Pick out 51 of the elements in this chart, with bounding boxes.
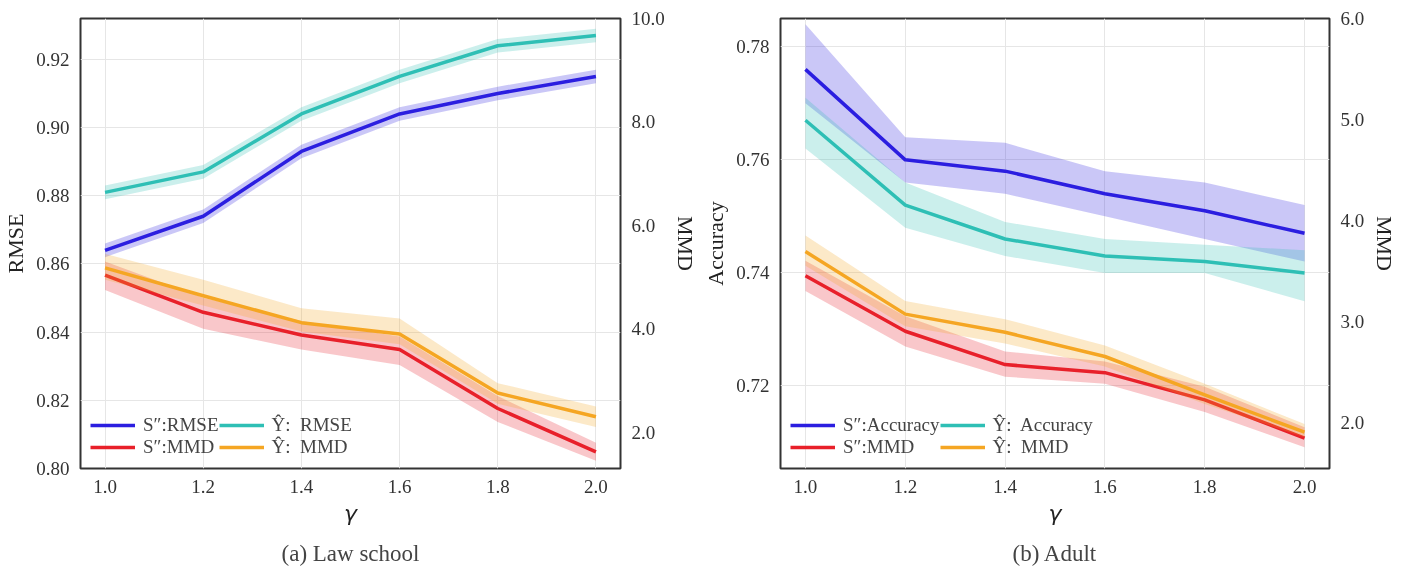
y2-tick-label: 6.0 (631, 214, 656, 236)
x-tick-label: 1.2 (893, 475, 918, 497)
y2-tick-label: 2.0 (631, 421, 656, 443)
x-tick-label: 1.8 (1192, 475, 1217, 497)
y-axis-title: RMSE (3, 213, 29, 274)
y2-tick-label: 4.0 (1340, 209, 1365, 231)
x-tick-label: 1.4 (289, 475, 314, 497)
line-series (803, 118, 1307, 275)
x-axis-title: γ (1048, 500, 1063, 526)
x-tick-label: 1.2 (191, 475, 216, 497)
x-tick-label: 1.6 (387, 475, 412, 497)
y2-tick-label: 3.0 (1340, 310, 1365, 332)
legend-label: Ŷ: Accuracy (992, 414, 1093, 436)
legend-label: S″:MMD (843, 436, 915, 458)
x-tick-label: 1.0 (793, 475, 818, 497)
y-tick-label: 0.90 (36, 117, 70, 139)
legend-label: Ŷ: MMD (271, 436, 348, 458)
legend-label: S″:Accuracy (843, 414, 940, 436)
y-tick-label: 0.80 (36, 458, 70, 479)
legend-label: Ŷ: RMSE (271, 414, 352, 436)
y-tick-label: 0.76 (736, 149, 770, 171)
y-tick-label: 0.78 (736, 36, 770, 58)
y-tick-label: 0.74 (736, 262, 770, 284)
y2-tick-label: 6.0 (1340, 8, 1365, 29)
y-tick-label: 0.82 (36, 389, 70, 411)
y-axis-title: Accuracy (703, 201, 729, 286)
y2-tick-label: 2.0 (1340, 411, 1365, 433)
y2-tick-label: 4.0 (631, 318, 656, 340)
y2-axis-title: MMD (672, 215, 698, 272)
y-tick-label: 0.92 (36, 48, 70, 70)
y2-tick-label: 10.0 (631, 8, 665, 29)
y-tick-label: 0.72 (736, 375, 770, 397)
legend-label: S″:MMD (143, 436, 215, 458)
legend-label: Ŷ: MMD (992, 436, 1069, 458)
y-tick-label: 0.88 (36, 185, 70, 207)
x-axis-title: γ (343, 500, 358, 526)
y-tick-label: 0.86 (36, 253, 70, 275)
x-tick-label: 1.4 (993, 475, 1018, 497)
y2-tick-label: 8.0 (631, 111, 656, 133)
y2-axis-title: MMD (1372, 215, 1398, 272)
text: (a) Law school (281, 540, 420, 566)
text: (b) Adult (1012, 540, 1097, 566)
x-tick-label: 1.8 (485, 475, 510, 497)
y-tick-label: 0.84 (36, 321, 70, 343)
x-tick-label: 2.0 (1292, 475, 1317, 497)
y2-tick-label: 5.0 (1340, 108, 1365, 130)
x-tick-label: 1.0 (93, 475, 117, 497)
legend-label: S″:RMSE (143, 414, 219, 436)
x-tick-label: 1.6 (1093, 475, 1117, 497)
x-tick-label: 2.0 (584, 475, 608, 497)
line-series (803, 67, 1307, 236)
